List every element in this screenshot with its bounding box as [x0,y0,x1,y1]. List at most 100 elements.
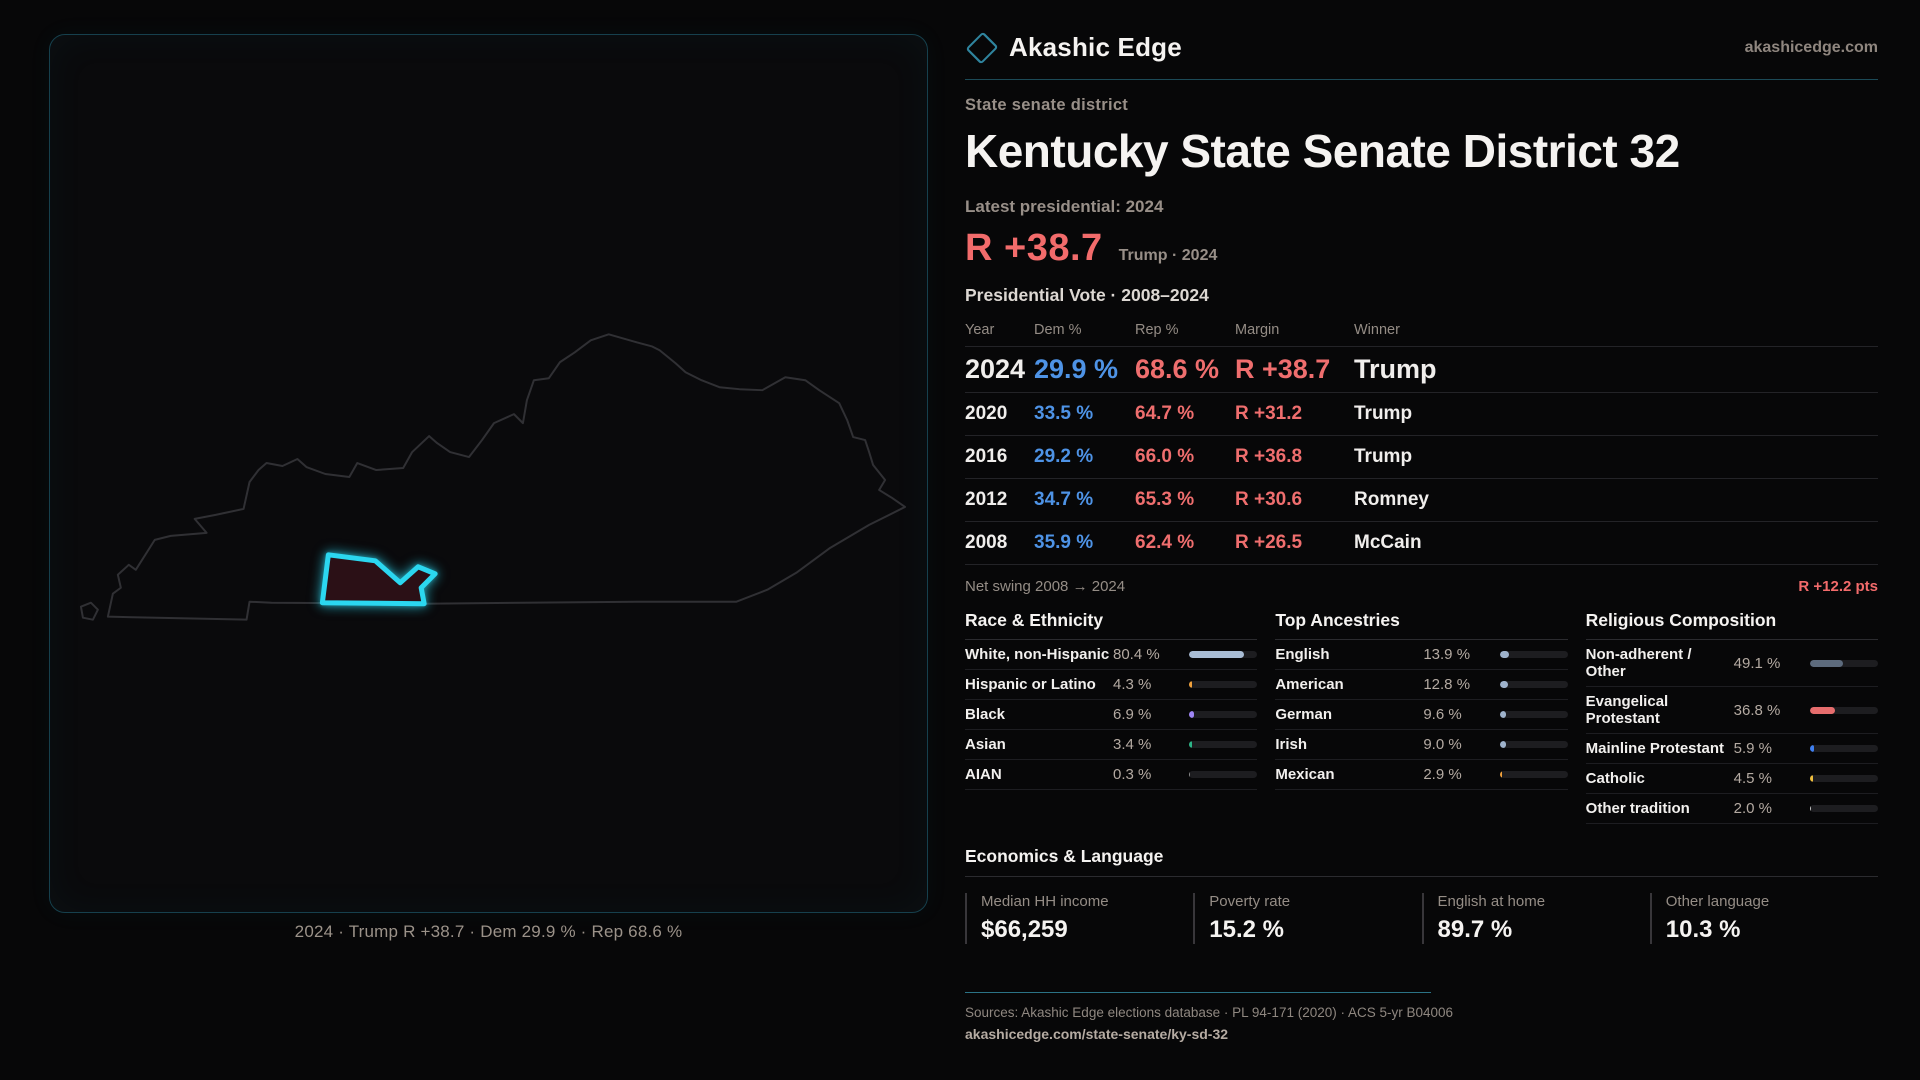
demo-row: Mexican 2.9 % [1275,760,1568,790]
vote-table-header: Year Dem % Rep % Margin Winner [965,314,1878,347]
kentucky-map [79,333,907,621]
demo-label: Non-adherent / Other [1585,646,1692,680]
vote-table-title: Presidential Vote · 2008–2024 [965,285,1209,305]
col-margin: Margin [1235,322,1280,338]
top-ancestries-section: Top Ancestries English 13.9 % American 12.8… [1275,610,1568,824]
demo-bar [1810,659,1878,667]
demo-bar [1810,706,1878,714]
demo-label: Black [965,706,1006,723]
demo-value: 49.1 % [1733,654,1781,672]
sources-text: Sources: Akashic Edge elections database… [965,1005,1454,1020]
brand-domain-link[interactable]: akashicedge.com [1744,38,1878,56]
economics-stats: Median HH income $66,259 Poverty rate 15.2 … [965,893,1878,944]
demo-bar [1810,745,1878,752]
demo-row: Catholic 4.5 % [1585,764,1878,794]
demo-value: 0.3 % [1113,766,1152,783]
cell-winner: Romney [1354,489,1429,510]
demo-row: Other tradition 2.0 % [1585,794,1878,824]
headline-margin-value: R +38.7 [965,227,1103,269]
demo-label: Mexican [1275,766,1335,783]
demo-bar [1499,741,1568,748]
stat-label: English at home [1437,893,1546,910]
cell-margin: R +30.6 [1235,489,1303,510]
kentucky-outline [106,333,907,621]
demo-label: American [1275,676,1344,693]
vote-table-row: 2012 34.7 % 65.3 % R +30.6 Romney [965,479,1878,522]
col-winner: Winner [1354,322,1400,338]
cell-rep: 64.7 % [1135,403,1195,424]
demo-label: Hispanic or Latino [965,676,1096,693]
demo-label: Mainline Protestant [1585,740,1725,757]
cell-rep: 62.4 % [1135,532,1195,553]
demo-bar [1810,775,1878,782]
demo-bar [1189,711,1258,718]
district-32-shape[interactable] [319,552,438,607]
demo-row: Irish 9.0 % [1275,730,1568,760]
demo-bar [1499,771,1568,778]
stat-card: English at home 89.7 % [1421,893,1650,944]
cell-dem: 35.9 % [1034,532,1094,553]
demo-row: Non-adherent / Other 49.1 % [1585,640,1878,687]
demo-bar [1499,651,1568,658]
stat-label: Other language [1665,893,1770,910]
demographics-grid: Race & Ethnicity White, non-Hispanic 80.4… [965,610,1878,824]
footer-divider [965,992,1431,993]
demo-bar [1189,741,1258,748]
religious-composition-title: Religious Composition [1585,610,1878,640]
cell-margin: R +31.2 [1235,403,1303,424]
cell-year: 2024 [965,354,1026,384]
demo-value: 9.6 % [1423,706,1462,723]
net-swing-label: Net swing 2008 → 2024 [965,578,1126,595]
religious-composition-rows: Non-adherent / Other 49.1 % Evangelical Pr… [1585,640,1878,824]
top-ancestries-rows: English 13.9 % American 12.8 % German 9.6 % Ir… [1275,640,1568,790]
page-title: Kentucky State Senate District 32 [965,125,1680,177]
race-ethnicity-section: Race & Ethnicity White, non-Hispanic 80.4… [965,610,1258,824]
race-ethnicity-title: Race & Ethnicity [965,610,1258,640]
cell-winner: Trump [1354,446,1413,467]
kicker: State senate district [965,96,1129,114]
demo-value: 2.9 % [1423,766,1462,783]
demo-bar [1189,771,1258,778]
demo-value: 13.9 % [1423,646,1471,663]
header: Akashic Edge akashicedge.com [965,28,1878,80]
col-dem: Dem % [1034,322,1082,338]
demo-row: English 13.9 % [1275,640,1568,670]
stat-card: Other language 10.3 % [1649,893,1878,944]
cell-dem: 34.7 % [1034,489,1094,510]
net-swing-value: R +12.2 pts [1798,578,1878,595]
race-ethnicity-rows: White, non-Hispanic 80.4 % Hispanic or Lat… [965,640,1258,790]
demo-row: Evangelical Protestant 36.8 % [1585,687,1878,734]
cell-rep: 66.0 % [1135,446,1195,467]
stat-value: 15.2 % [1209,916,1284,943]
col-rep: Rep % [1135,322,1179,338]
kentucky-bend-outline [79,601,99,621]
demo-bar [1189,651,1258,658]
demo-row: AIAN 0.3 % [965,760,1258,790]
demo-value: 9.0 % [1423,736,1462,753]
demo-value: 3.4 % [1113,736,1152,753]
report-url-link[interactable]: akashicedge.com/state-senate/ky-sd-32 [965,1026,1229,1042]
headline-margin-context: Trump · 2024 [1118,247,1218,264]
demo-value: 36.8 % [1733,701,1781,719]
demo-bar [1499,711,1568,718]
demo-row: White, non-Hispanic 80.4 % [965,640,1258,670]
demo-value: 80.4 % [1113,646,1160,663]
net-swing-row: Net swing 2008 → 2024 R +12.2 pts [965,565,1878,608]
demo-label: Other tradition [1585,800,1690,817]
demo-row: German 9.6 % [1275,700,1568,730]
demo-value: 2.0 % [1733,800,1773,817]
demo-label: Evangelical Protestant [1585,693,1669,727]
latest-presidential-label: Latest presidential: 2024 [965,197,1164,216]
cell-winner: Trump [1354,403,1413,424]
demo-row: American 12.8 % [1275,670,1568,700]
demo-label: English [1275,646,1330,663]
cell-margin: R +26.5 [1235,532,1303,553]
demo-value: 6.9 % [1113,706,1152,723]
cell-year: 2012 [965,489,1008,510]
stat-card: Median HH income $66,259 [965,893,1193,944]
district-report: Akashic Edge akashicedge.com State senat… [965,28,1878,1042]
cell-margin: R +38.7 [1235,354,1331,384]
demo-value: 12.8 % [1423,676,1471,693]
vote-table-row: 2016 29.2 % 66.0 % R +36.8 Trump [965,436,1878,479]
footer: Sources: Akashic Edge elections database… [965,992,1878,1042]
